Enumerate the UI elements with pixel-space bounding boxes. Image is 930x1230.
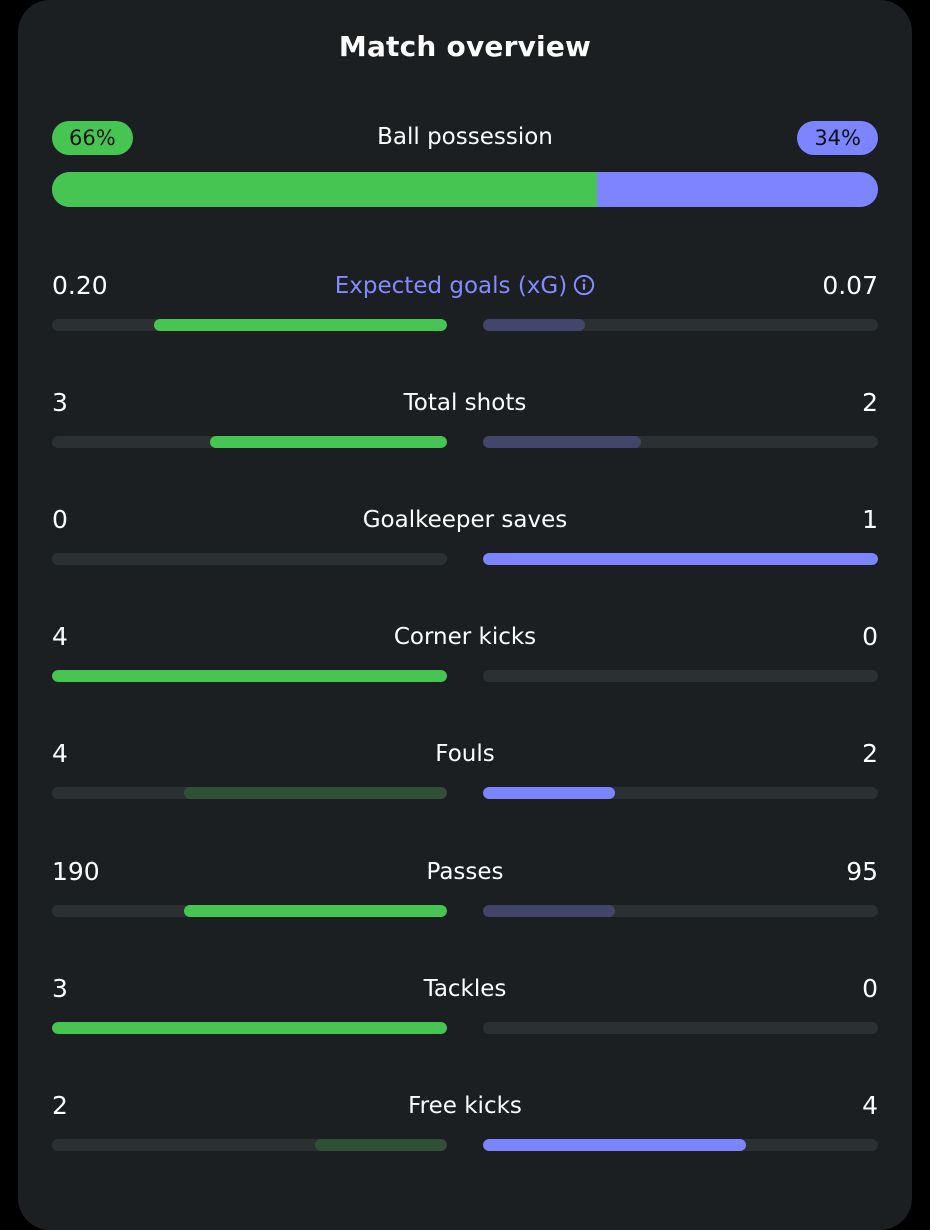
stat-label-text: Corner kicks: [393, 624, 537, 650]
away-stat-fill: [483, 319, 586, 331]
away-stat-fill: [483, 436, 641, 448]
home-stat-track: [52, 905, 447, 917]
card-title: Match overview: [338, 30, 592, 63]
home-stat-fill: [52, 670, 447, 682]
possession-header: 66% Ball possession 34%: [52, 120, 878, 156]
stat-label: Passes: [52, 856, 878, 888]
away-possession-badge: 34%: [797, 121, 878, 155]
home-stat-value: 190: [52, 857, 100, 886]
home-stat-track: [52, 553, 447, 565]
home-stat-fill: [210, 436, 447, 448]
stat-label: Corner kicks: [52, 621, 878, 653]
away-stat-value: 0: [862, 974, 878, 1003]
away-stat-value: 95: [846, 857, 878, 886]
home-stat-fill: [154, 319, 447, 331]
stat-row: 2 Free kicks 4: [52, 1090, 878, 1160]
stat-label[interactable]: Expected goals (xG): [52, 270, 878, 302]
stat-label-text: Expected goals (xG): [334, 273, 568, 299]
stat-row: 3 Total shots 2: [52, 387, 878, 457]
stat-label: Free kicks: [52, 1090, 878, 1122]
home-stat-value: 4: [52, 739, 68, 768]
away-stat-value: 4: [862, 1091, 878, 1120]
stat-label-text: Tackles: [423, 976, 507, 1002]
away-stat-track: [483, 553, 878, 565]
away-stat-fill: [483, 905, 615, 917]
stat-row: 3 Tackles 0: [52, 973, 878, 1043]
home-stat-value: 2: [52, 1091, 68, 1120]
away-stat-fill: [483, 787, 615, 799]
away-stat-track: [483, 905, 878, 917]
home-stat-value: 0: [52, 505, 68, 534]
stat-label-text: Fouls: [435, 741, 495, 767]
home-stat-fill: [183, 905, 447, 917]
away-stat-track: [483, 436, 878, 448]
info-icon[interactable]: [573, 274, 595, 296]
away-stat-value: 2: [862, 388, 878, 417]
home-possession-badge: 66%: [52, 121, 133, 155]
stat-label-text: Passes: [426, 859, 504, 885]
home-stat-value: 3: [52, 974, 68, 1003]
home-stat-track: [52, 1022, 447, 1034]
home-stat-track: [52, 670, 447, 682]
home-stat-value: 0.20: [52, 271, 108, 300]
away-stat-fill: [483, 553, 878, 565]
home-stat-value: 3: [52, 388, 68, 417]
stat-row: 190 Passes 95: [52, 856, 878, 926]
home-stat-track: [52, 436, 447, 448]
stat-label: Total shots: [52, 387, 878, 419]
home-stat-track: [52, 787, 447, 799]
home-stat-track: [52, 319, 447, 331]
stat-label: Tackles: [52, 973, 878, 1005]
away-stat-value: 1: [862, 505, 878, 534]
away-stat-track: [483, 787, 878, 799]
stat-label-text: Free kicks: [408, 1093, 522, 1119]
home-stat-value: 4: [52, 622, 68, 651]
stat-row: 0.20 Expected goals (xG) 0.07: [52, 270, 878, 340]
stat-label-text: Goalkeeper saves: [362, 507, 568, 533]
home-stat-fill: [315, 1139, 447, 1151]
possession-bar: [52, 172, 878, 207]
away-stat-track: [483, 1139, 878, 1151]
home-stat-fill: [52, 1022, 447, 1034]
stat-row: 0 Goalkeeper saves 1: [52, 504, 878, 574]
stat-label: Goalkeeper saves: [52, 504, 878, 536]
away-stat-value: 2: [862, 739, 878, 768]
away-stat-track: [483, 670, 878, 682]
home-stat-fill: [183, 787, 447, 799]
away-stat-value: 0.07: [822, 271, 878, 300]
stat-row: 4 Fouls 2: [52, 738, 878, 808]
away-stat-track: [483, 319, 878, 331]
possession-label: Ball possession: [377, 124, 553, 150]
home-possession-fill: [52, 172, 598, 207]
away-stat-value: 0: [862, 622, 878, 651]
stat-label: Fouls: [52, 738, 878, 770]
home-stat-track: [52, 1139, 447, 1151]
away-stat-fill: [483, 1139, 747, 1151]
away-stat-track: [483, 1022, 878, 1034]
stat-row: 4 Corner kicks 0: [52, 621, 878, 691]
stat-label-text: Total shots: [403, 390, 527, 416]
